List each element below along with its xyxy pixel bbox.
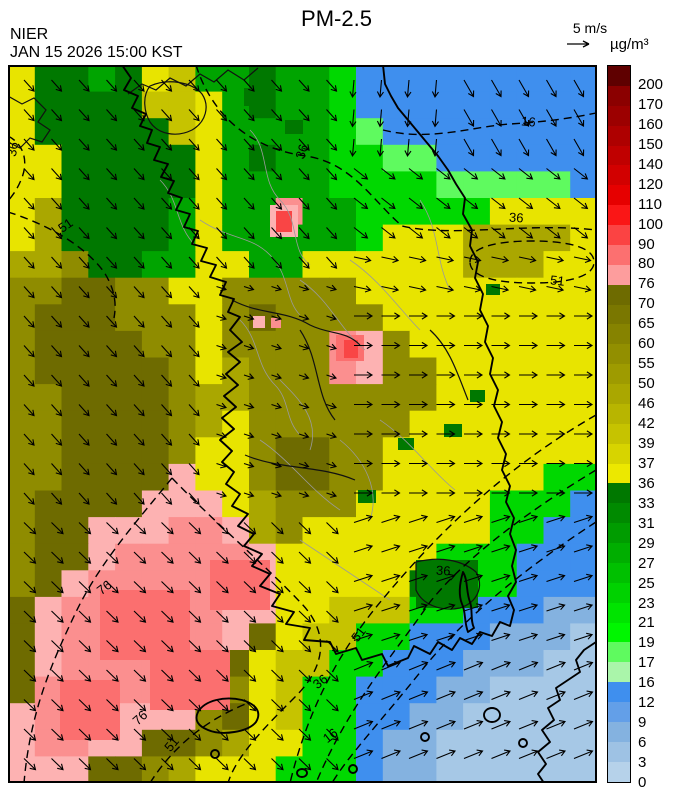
colorbar-block bbox=[608, 304, 630, 325]
colorbar-block bbox=[608, 384, 630, 404]
colorbar-block bbox=[608, 66, 630, 86]
colorbar-block bbox=[608, 761, 630, 782]
colorbar-tick-label: 16 bbox=[638, 674, 655, 692]
colorbar-tick-label: 0 bbox=[638, 774, 647, 791]
colorbar-block bbox=[608, 324, 630, 345]
admin-boundaries bbox=[159, 129, 456, 601]
map-patches bbox=[60, 88, 500, 740]
colorbar-block bbox=[608, 642, 630, 663]
colorbar-block bbox=[608, 364, 630, 384]
colorbar-labels: 200 170 160 150 140 120 110 100 90 80 76 70 65 60 55 50… bbox=[638, 65, 672, 791]
map-frame bbox=[8, 65, 597, 783]
agency-label: NIER bbox=[10, 26, 49, 43]
colorbar-tick-label: 76 bbox=[638, 275, 655, 293]
colorbar-tick-label: 170 bbox=[638, 95, 664, 113]
colorbar-block bbox=[608, 244, 630, 265]
colorbar-block bbox=[608, 582, 630, 603]
wind-arrows bbox=[23, 79, 594, 771]
colorbar-block bbox=[608, 543, 630, 563]
colorbar-tick-label: 160 bbox=[638, 115, 664, 133]
colorbar-block bbox=[608, 523, 630, 543]
svg-text:51: 51 bbox=[55, 215, 75, 236]
datetime-label: JAN 15 2026 15:00 KST bbox=[10, 44, 183, 61]
colorbar-tick-label: 80 bbox=[638, 255, 655, 273]
colorbar-tick-label: 9 bbox=[638, 714, 647, 732]
colorbar-tick-label: 100 bbox=[638, 215, 664, 233]
colorbar-tick-label: 3 bbox=[638, 754, 647, 772]
colorbar-block bbox=[608, 165, 630, 186]
colorbar bbox=[607, 65, 631, 783]
colorbar-block bbox=[608, 344, 630, 365]
colorbar-tick-label: 37 bbox=[638, 454, 655, 472]
colorbar-block bbox=[608, 284, 630, 305]
colorbar-tick-label: 46 bbox=[638, 395, 655, 413]
colorbar-block bbox=[608, 443, 630, 464]
colorbar-tick-label: 12 bbox=[638, 694, 655, 712]
page-title: PM-2.5 bbox=[301, 6, 372, 31]
colorbar-tick-label: 23 bbox=[638, 594, 655, 612]
colorbar-tick-label: 31 bbox=[638, 514, 655, 532]
colorbar-block bbox=[608, 702, 630, 722]
colorbar-tick-label: 140 bbox=[638, 155, 664, 173]
colorbar-tick-label: 33 bbox=[638, 494, 655, 512]
colorbar-tick-label: 36 bbox=[638, 474, 655, 492]
colorbar-tick-label: 27 bbox=[638, 554, 655, 572]
colorbar-block bbox=[608, 721, 630, 742]
colorbar-tick-label: 21 bbox=[638, 614, 655, 632]
wind-scale-arrow-icon bbox=[567, 40, 590, 48]
colorbar-tick-label: 50 bbox=[638, 375, 655, 393]
colorbar-block bbox=[608, 463, 630, 484]
colorbar-tick-label: 60 bbox=[638, 335, 655, 353]
colorbar-block bbox=[608, 145, 630, 166]
wind-scale-label: 5 m/s bbox=[572, 20, 608, 36]
colorbar-block bbox=[608, 423, 630, 444]
svg-text:51: 51 bbox=[549, 272, 565, 288]
svg-text:36: 36 bbox=[436, 563, 451, 579]
colorbar-block bbox=[608, 225, 630, 245]
colorbar-tick-label: 6 bbox=[638, 734, 647, 752]
colorbar-tick-label: 39 bbox=[638, 434, 655, 452]
colorbar-block bbox=[608, 662, 630, 683]
colorbar-tick-label: 17 bbox=[638, 654, 655, 672]
colorbar-tick-label: 70 bbox=[638, 295, 655, 313]
svg-text:36: 36 bbox=[509, 210, 524, 226]
colorbar-block bbox=[608, 602, 630, 623]
colorbar-tick-label: 200 bbox=[638, 75, 664, 93]
coastlines bbox=[121, 65, 597, 783]
colorbar-tick-label: 29 bbox=[638, 534, 655, 552]
colorbar-tick-label: 120 bbox=[638, 175, 664, 193]
colorbar-block bbox=[608, 264, 630, 285]
colorbar-tick-label: 150 bbox=[638, 135, 664, 153]
unit-label: µg/m³ bbox=[610, 36, 649, 53]
colorbar-block bbox=[608, 105, 630, 126]
colorbar-block bbox=[608, 85, 630, 106]
colorbar-tick-label: 55 bbox=[638, 355, 655, 373]
colorbar-block bbox=[608, 741, 630, 762]
svg-text:16: 16 bbox=[520, 113, 536, 129]
colorbar-block bbox=[608, 682, 630, 702]
colorbar-block bbox=[608, 205, 630, 225]
pm25-map: 16 36 36 36 51 51 76 76 51 36 36 16 51 bbox=[8, 65, 597, 783]
province-borders bbox=[8, 67, 481, 610]
colorbar-tick-label: 90 bbox=[638, 235, 655, 253]
colorbar-tick-label: 110 bbox=[638, 195, 662, 213]
colorbar-tick-label: 65 bbox=[638, 315, 655, 333]
colorbar-tick-label: 19 bbox=[638, 634, 655, 652]
colorbar-block bbox=[608, 185, 630, 206]
colorbar-block bbox=[608, 125, 630, 146]
colorbar-block bbox=[608, 622, 630, 643]
colorbar-block bbox=[608, 562, 630, 583]
colorbar-block bbox=[608, 503, 630, 524]
colorbar-block bbox=[608, 403, 630, 424]
colorbar-tick-label: 25 bbox=[638, 574, 655, 592]
colorbar-block bbox=[608, 483, 630, 504]
svg-text:36: 36 bbox=[8, 141, 21, 158]
colorbar-tick-label: 42 bbox=[638, 415, 655, 432]
svg-text:36: 36 bbox=[292, 142, 311, 160]
